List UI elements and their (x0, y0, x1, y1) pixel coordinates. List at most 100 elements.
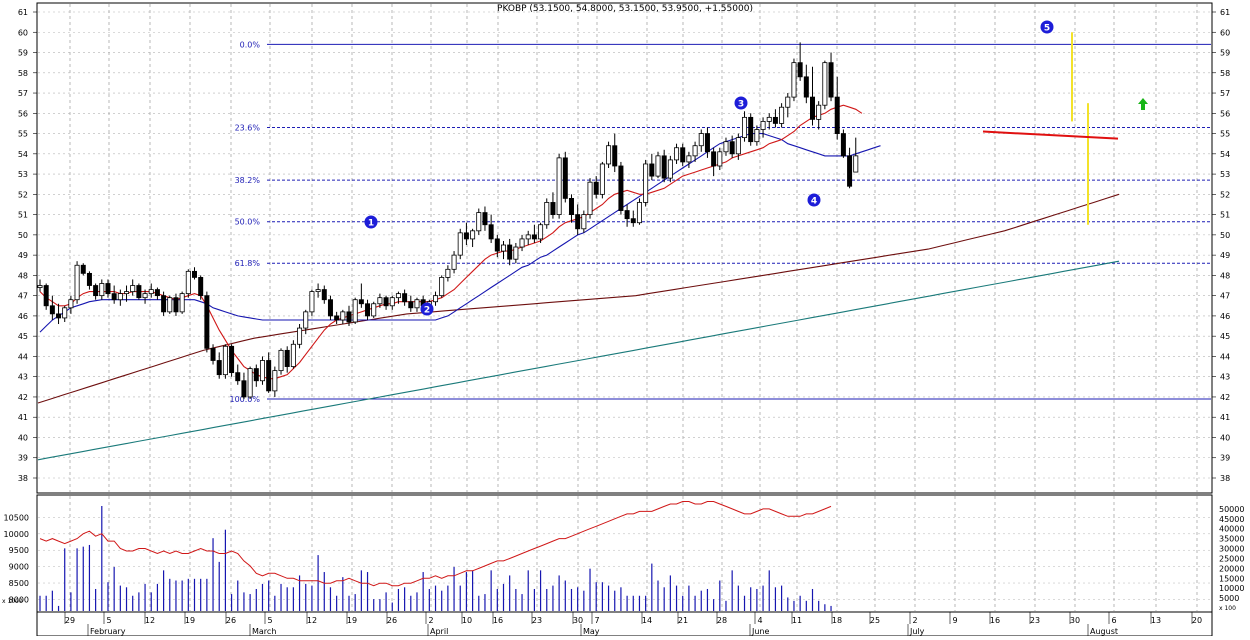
x-tick-label: 28 (717, 616, 727, 625)
price-label-left: 57 (18, 89, 28, 98)
candle-body (340, 311, 346, 321)
x-tick-label: 26 (226, 616, 236, 625)
volume-label-left: 8000 (9, 595, 29, 604)
candle-body (414, 299, 420, 309)
candle-body (717, 151, 723, 167)
volume-label-right: 40000 (1219, 525, 1244, 534)
fibonacci-levels: 0.0% 23.6% 38.2% 50.0% 61.8% 100.0% (229, 40, 1211, 404)
annotations: 1 2 3 4 5 (364, 20, 1148, 316)
fib-label: 38.2% (235, 176, 261, 185)
price-label-right: 54 (1220, 150, 1230, 159)
candle-body (692, 145, 698, 157)
x-tick-label: 14 (642, 616, 652, 625)
candle-body (507, 244, 513, 260)
x-tick-label: 2 (912, 616, 917, 625)
candle-body (544, 202, 550, 226)
candle-body (754, 129, 760, 143)
price-label-right: 49 (1220, 251, 1230, 260)
x-tick-label: 30 (1070, 616, 1080, 625)
candle-body (136, 285, 142, 299)
price-label-right: 59 (1220, 49, 1230, 58)
x-tick-label: 2 (428, 616, 433, 625)
price-label-left: 58 (18, 69, 28, 78)
price-label-right: 45 (1220, 332, 1230, 341)
candle-body (853, 155, 859, 173)
candle-body (803, 76, 809, 98)
candle-body (748, 116, 754, 143)
candle-body (630, 218, 636, 224)
month-label: February (90, 627, 126, 636)
price-label-left: 43 (18, 373, 28, 382)
candle-body (766, 116, 772, 122)
price-label-left: 41 (18, 413, 28, 422)
volume-label-right: 35000 (1219, 535, 1244, 544)
candle-body (272, 370, 278, 392)
price-label-right: 39 (1220, 454, 1230, 463)
candle-body (680, 147, 686, 163)
month-label: August (1090, 627, 1118, 636)
candle-body (191, 270, 197, 278)
volume-label-left: 10500 (4, 513, 29, 522)
candle-body (290, 343, 296, 367)
date-strip (36, 611, 1213, 637)
x-tick-label: 25 (870, 616, 880, 625)
candle-body (352, 299, 358, 323)
candle-body (698, 133, 704, 147)
candle-body (606, 145, 612, 165)
wave-label: 5 (1044, 24, 1050, 34)
candle-body (711, 151, 717, 167)
candle-body (729, 141, 735, 155)
candle-body (43, 285, 49, 307)
candle-body (649, 163, 655, 177)
price-label-right: 58 (1220, 69, 1230, 78)
candle-body (587, 181, 593, 216)
candle-body (550, 202, 556, 216)
price-label-right: 48 (1220, 271, 1230, 280)
price-label-right: 43 (1220, 373, 1230, 382)
x-tick-label: 23 (1030, 616, 1040, 625)
price-label-left: 47 (18, 292, 28, 301)
candle-body (179, 293, 185, 313)
candle-body (117, 293, 123, 301)
candle-body (130, 285, 136, 292)
candle-body (643, 163, 649, 203)
candle-body (470, 230, 476, 240)
x-tick-label: 9 (952, 616, 957, 625)
price-label-right: 42 (1220, 393, 1230, 402)
price-label-right: 57 (1220, 89, 1230, 98)
month-label: July (909, 627, 925, 636)
price-label-right: 60 (1220, 28, 1230, 37)
wave-label: 2 (424, 306, 430, 316)
candle-body (93, 285, 99, 297)
volume-label-left: 9500 (9, 546, 29, 555)
candle-body (828, 62, 834, 98)
candle-body (154, 289, 160, 297)
fib-label: 0.0% (240, 40, 261, 49)
candles (37, 42, 859, 399)
x-tick-label: 29 (65, 616, 75, 625)
x-tick-label: 4 (757, 616, 762, 625)
volume-label-left: 10000 (4, 530, 29, 539)
candle-body (198, 277, 204, 297)
price-label-right: 50 (1220, 231, 1230, 240)
candle-body (358, 299, 364, 305)
chart-title: PKOBP (53.1500, 54.8000, 53.1500, 53.950… (497, 4, 753, 14)
price-label-left: 45 (18, 332, 28, 341)
candle-body (124, 291, 130, 295)
price-label-right: 56 (1220, 109, 1230, 118)
candle-body (810, 96, 816, 120)
candle-body (562, 157, 568, 199)
x-tick-label: 6 (1111, 616, 1116, 625)
candle-body (235, 372, 241, 382)
candle-body (556, 157, 562, 216)
candle-body (568, 197, 574, 216)
volume-unit-left: x 1000 (2, 598, 23, 605)
price-panel (36, 2, 1213, 494)
candle-body (785, 96, 791, 108)
price-label-right: 41 (1220, 413, 1230, 422)
price-label-right: 61 (1220, 8, 1230, 17)
candle-body (86, 272, 92, 286)
candle-body (816, 104, 822, 120)
price-label-right: 55 (1220, 130, 1230, 139)
candle-body (99, 283, 105, 297)
